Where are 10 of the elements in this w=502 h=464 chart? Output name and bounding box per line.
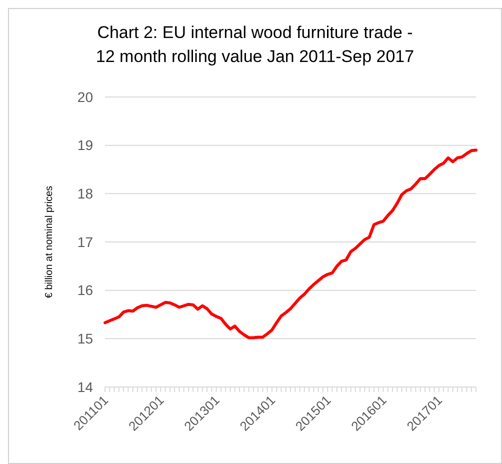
line-series [104, 148, 478, 340]
y-tick-label: 14 [77, 378, 94, 395]
y-tick-label: 17 [77, 234, 94, 250]
y-tick-label: 16 [77, 282, 94, 298]
y-tick-label: 20 [77, 88, 94, 105]
chart-title: Chart 2: EU internal wood furniture trade - 12 month rolling value Jan 2011-Sep 2017 [96, 23, 414, 66]
y-axis-title: € billion at nominal prices [44, 186, 55, 298]
y-tick-label: 18 [77, 186, 94, 202]
y-tick-label: 15 [77, 330, 94, 347]
y-tick-label: 19 [77, 137, 94, 154]
